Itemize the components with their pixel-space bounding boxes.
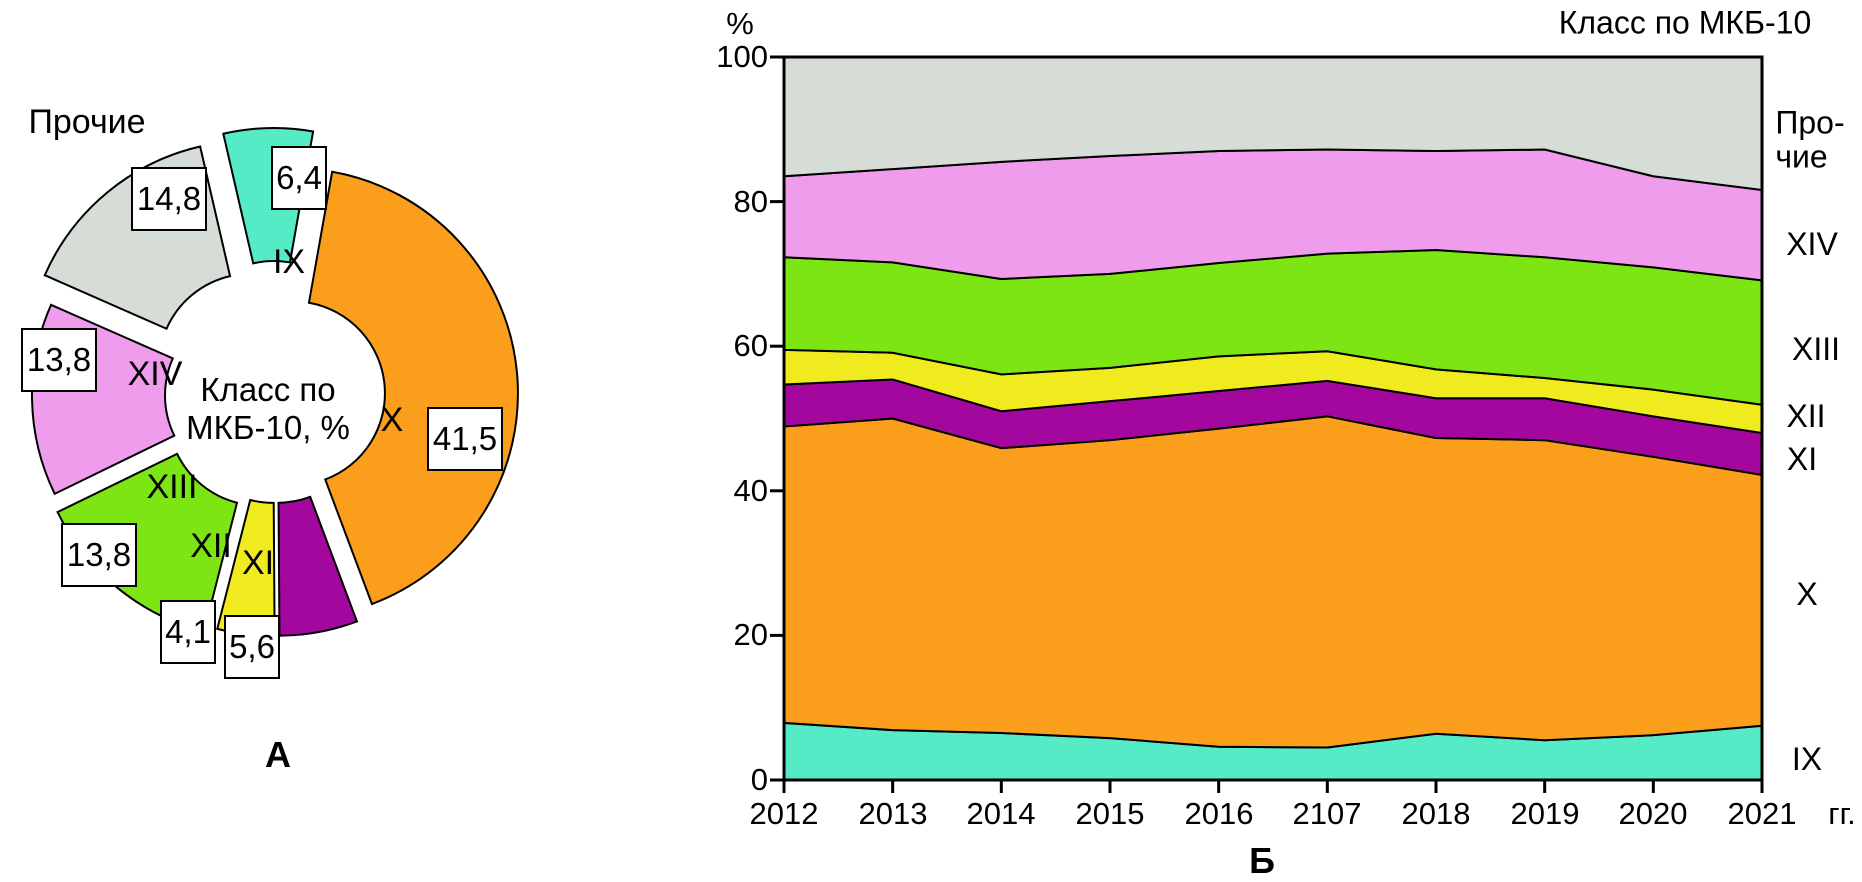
y-tick-80: 80 (733, 184, 768, 219)
area-band-X (783, 415, 1763, 749)
pie-segment-label-x: X (380, 401, 404, 440)
band-label-other-line1: Про- (1775, 104, 1845, 141)
band-label-xii: XII (1786, 398, 1826, 435)
pie-segment-label-ix: IX (272, 243, 306, 282)
pie-segment-label-xiii: XIII (146, 468, 198, 507)
x-tick-2014: 2014 (966, 796, 1036, 831)
band-label-ix: IX (1791, 741, 1823, 778)
pie-value-box-xii: 4,1 (160, 600, 216, 664)
band-label-xiii: XIII (1791, 331, 1841, 368)
pie-value-box-xiv: 13,8 (21, 328, 97, 392)
pie-center-title-line2: МКБ-10, % (186, 409, 350, 446)
x-tick-2107: 2107 (1292, 796, 1362, 831)
pie-segment-label-other: Прочие (28, 103, 146, 142)
panel-b: % Класс по МКБ-10 100 80 60 40 20 0 2012… (560, 0, 1862, 882)
pie-value-box-other: 14,8 (131, 167, 207, 231)
y-axis-unit-label: % (726, 6, 754, 41)
pie-segment-X (307, 170, 519, 606)
y-tick-40: 40 (733, 473, 768, 508)
y-tick-60: 60 (733, 328, 768, 363)
pie-value-box-xi: 5,6 (224, 615, 280, 679)
y-tick-100: 100 (716, 39, 768, 74)
pie-center-title-line1: Класс по (200, 371, 336, 408)
x-tick-2013: 2013 (858, 796, 928, 831)
x-tick-2020: 2020 (1618, 796, 1688, 831)
pie-segment-label-xi: XI (241, 544, 275, 583)
pie-value-box-ix: 6,4 (271, 146, 327, 210)
x-tick-2016: 2016 (1184, 796, 1254, 831)
band-label-x: X (1796, 576, 1818, 613)
x-tick-2015: 2015 (1075, 796, 1145, 831)
x-tick-2021: 2021 (1727, 796, 1797, 831)
band-label-xiv: XIV (1786, 226, 1838, 263)
pie-segment-label-xiv: XIV (127, 355, 183, 394)
pie-value-box-xiii: 13,8 (61, 523, 137, 587)
band-label-other-line2: чие (1775, 138, 1828, 174)
pie-segment-label-xii: XII (190, 527, 232, 566)
panel-a-letter: А (265, 734, 291, 775)
pie-value-box-x: 41,5 (427, 407, 503, 471)
x-tick-2018: 2018 (1401, 796, 1471, 831)
x-axis-unit-label: гг. (1828, 796, 1856, 831)
y-tick-0: 0 (750, 762, 768, 797)
band-label-other: Про- чие (1775, 106, 1844, 173)
pie-center-title: Класс по МКБ-10, % (186, 371, 350, 447)
x-tick-2012: 2012 (749, 796, 819, 831)
panel-b-letter: Б (1249, 840, 1275, 881)
x-tick-2019: 2019 (1510, 796, 1580, 831)
plot-border (782, 55, 1764, 782)
area-chart-title: Класс по МКБ-10 (1558, 4, 1812, 41)
area-chart-svg (770, 55, 1764, 793)
panel-a: Прочие 14,8 6,4 IX X 41,5 13,8 XIV XIII … (0, 0, 560, 882)
band-label-xi: XI (1786, 441, 1818, 478)
y-tick-20: 20 (733, 617, 768, 652)
pie-segment-XIII (56, 452, 239, 633)
